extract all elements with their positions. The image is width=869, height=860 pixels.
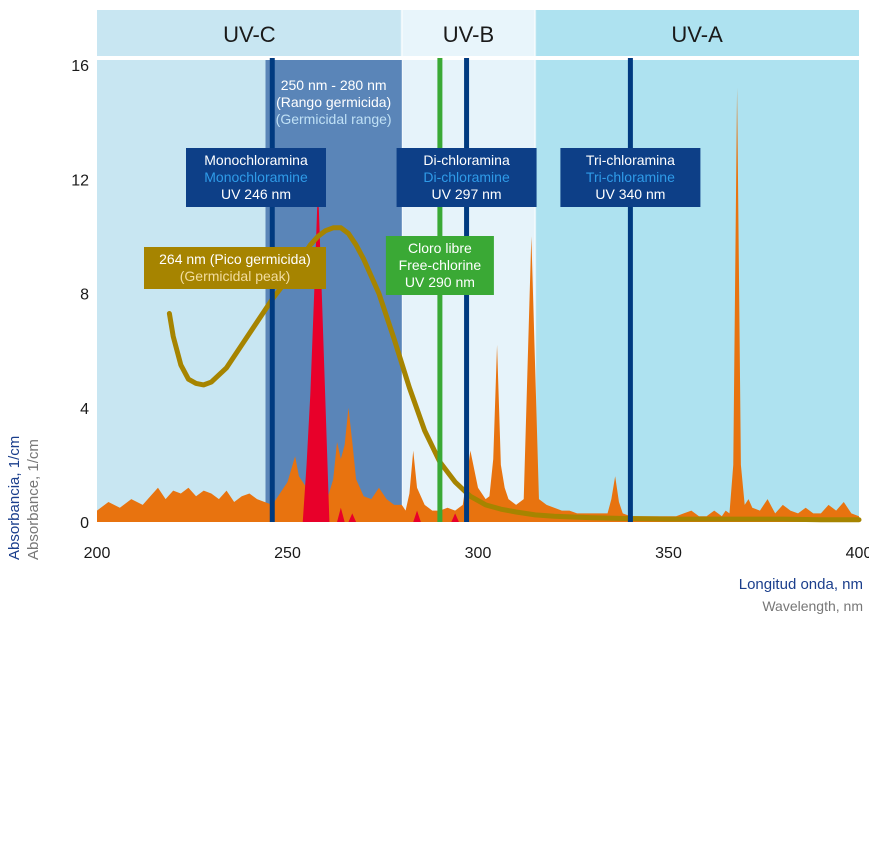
callout-uv-290-text: Cloro libre xyxy=(408,240,472,256)
x-tick-label: 400 xyxy=(846,545,869,562)
x-axis-label-secondary: Wavelength, nm xyxy=(762,598,863,614)
germicidal-range-label: (Germicidal range) xyxy=(276,111,392,127)
callout-peak-text: 264 nm (Pico germicida) xyxy=(159,251,311,267)
band-header-uv-c xyxy=(97,10,402,56)
callout-uv-340-box xyxy=(560,148,701,207)
callout-peak-box xyxy=(144,247,326,289)
y-tick-label: 12 xyxy=(71,172,89,189)
band-uv-a xyxy=(535,10,859,522)
callout-uv-297-box xyxy=(396,148,537,207)
band-divider xyxy=(534,10,537,522)
callout-uv-297-text: Di-chloramina xyxy=(423,152,510,168)
callout-uv-246-text: UV 246 nm xyxy=(221,186,291,202)
germicidal-range: 250 nm - 280 nm(Rango germicida)(Germici… xyxy=(265,60,402,522)
callout-uv-297-text: UV 297 nm xyxy=(432,186,502,202)
y-axis-label-primary: Absorbancia, 1/cm xyxy=(6,435,23,560)
series-line-2 xyxy=(166,225,862,523)
callout-uv-340-text: UV 340 nm xyxy=(595,186,665,202)
germicidal-range-label: 250 nm - 280 nm xyxy=(281,77,387,93)
x-tick-label: 250 xyxy=(274,545,301,562)
callout-uv-340-text: Tri-chloramina xyxy=(586,152,675,168)
y-axis-ticks: 0 4 8 12 16 xyxy=(71,58,89,532)
germicidal-range-label: (Rango germicida) xyxy=(276,94,391,110)
callout-uv-297-text: Di-chloramine xyxy=(423,169,510,185)
x-axis-ticks: 200 250 300 350 400 xyxy=(84,545,869,562)
callout-uv-246-text: Monochloramina xyxy=(204,152,308,168)
callout-uv-290-box xyxy=(385,236,494,295)
band-header-separator xyxy=(97,56,859,60)
y-tick-label: 16 xyxy=(71,58,89,75)
band-label-uv-a: UV-A xyxy=(671,22,723,47)
y-tick-label: 8 xyxy=(80,287,89,304)
band-header-uv-b xyxy=(401,10,536,56)
callout-uv-340-text: Tri-chloramine xyxy=(586,169,675,185)
y-axis-label: Absorbancia, 1/cm Absorbance, 1/cm xyxy=(6,436,42,860)
y-tick-label: 4 xyxy=(80,401,89,418)
y-axis-label-secondary: Absorbance, 1/cm xyxy=(25,439,42,560)
x-axis-label-primary: Longitud onda, nm xyxy=(738,576,863,593)
x-tick-label: 300 xyxy=(465,545,492,562)
chart-canvas: UV-C UV-B UV-A 250 nm - 280 nm(Rango germi… xyxy=(71,10,869,562)
x-tick-label: 200 xyxy=(84,545,111,562)
x-tick-label: 350 xyxy=(655,545,682,562)
callout-peak-text: (Germicidal peak) xyxy=(180,268,290,284)
band-label-uv-b: UV-B xyxy=(443,22,494,47)
uv-band-labels: UV-C UV-B UV-A xyxy=(223,22,723,47)
series-area-1 xyxy=(302,184,459,522)
callout-uv-290-text: Free-chlorine xyxy=(399,257,482,273)
band-label-uv-c: UV-C xyxy=(223,22,276,47)
germicidal-range-box xyxy=(265,60,402,522)
callout-uv-290-text: UV 290 nm xyxy=(405,274,475,290)
band-header-uv-a xyxy=(535,10,859,56)
callout-uv-246-text: Monochloramine xyxy=(204,169,308,185)
y-tick-label: 0 xyxy=(80,515,89,532)
spectrum-series xyxy=(97,87,862,523)
callout-uv-246-box xyxy=(186,148,326,207)
